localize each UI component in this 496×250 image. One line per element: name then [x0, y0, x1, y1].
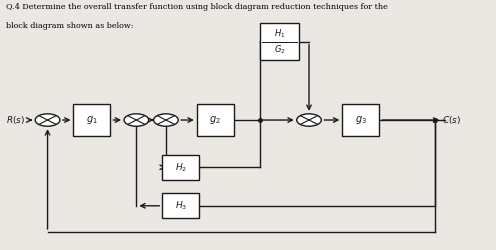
- Bar: [73, 104, 111, 136]
- Text: $C(s)$: $C(s)$: [442, 114, 461, 126]
- Text: $H_3$: $H_3$: [175, 200, 187, 212]
- Text: $H_1$: $H_1$: [274, 27, 285, 40]
- Text: $H_2$: $H_2$: [175, 161, 187, 173]
- Text: $G_2$: $G_2$: [274, 44, 285, 56]
- Circle shape: [35, 114, 60, 126]
- Bar: [162, 193, 199, 218]
- Text: $R(s)$: $R(s)$: [5, 114, 25, 126]
- Text: $g_1$: $g_1$: [86, 114, 98, 126]
- Text: block diagram shown as below:: block diagram shown as below:: [5, 22, 133, 30]
- Bar: [260, 23, 299, 60]
- Circle shape: [124, 114, 149, 126]
- Bar: [162, 155, 199, 180]
- Circle shape: [154, 114, 178, 126]
- Bar: [342, 104, 379, 136]
- Bar: [197, 104, 234, 136]
- Text: $g_2$: $g_2$: [209, 114, 221, 126]
- Circle shape: [297, 114, 321, 126]
- Text: Q.4 Determine the overall transfer function using block diagram reduction techni: Q.4 Determine the overall transfer funct…: [5, 3, 387, 11]
- Text: $g_3$: $g_3$: [355, 114, 367, 126]
